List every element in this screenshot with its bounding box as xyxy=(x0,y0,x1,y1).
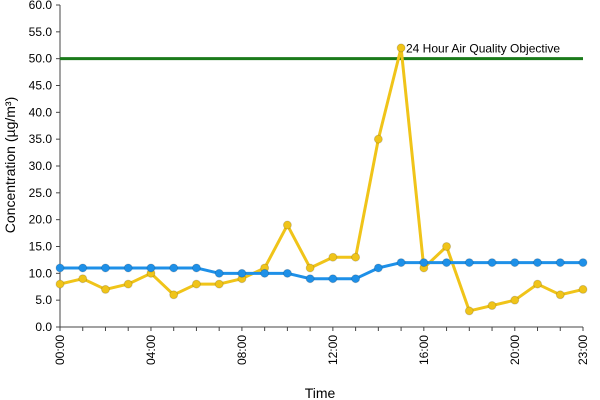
y-tick-label: 0.0 xyxy=(35,320,52,334)
series-1-point xyxy=(533,279,543,289)
y-tick-label: 40.0 xyxy=(29,105,53,119)
series-2-point xyxy=(487,258,497,268)
series-2-point xyxy=(442,258,452,268)
series-1-point xyxy=(373,134,383,144)
y-tick-label: 55.0 xyxy=(29,25,53,39)
series-2-point xyxy=(78,263,88,273)
series-2-point xyxy=(100,263,110,273)
y-tick-label: 45.0 xyxy=(29,79,53,93)
series-2-point xyxy=(214,268,224,278)
series-2-point xyxy=(464,258,474,268)
objective-label: 24 Hour Air Quality Objective xyxy=(406,42,560,56)
series-2-point xyxy=(373,263,383,273)
y-tick-label: 25.0 xyxy=(29,186,53,200)
series-2-point xyxy=(260,268,270,278)
series-2-point xyxy=(146,263,156,273)
series-1-point xyxy=(487,301,497,311)
series-layer xyxy=(55,43,588,316)
x-tick-label: 00:00 xyxy=(53,335,67,365)
series-1-line xyxy=(59,46,584,313)
series-2-point xyxy=(123,263,133,273)
series-1-point xyxy=(305,263,315,273)
series-2-point xyxy=(396,258,406,268)
series-2-point xyxy=(555,258,565,268)
series-1-point xyxy=(169,290,179,300)
x-tick-label: 12:00 xyxy=(326,335,340,365)
series-1-point xyxy=(100,284,110,294)
series-2-point xyxy=(510,258,520,268)
y-axis-title: Concentration (µg/m³) xyxy=(2,97,18,233)
series-1-point xyxy=(282,220,292,230)
series-2-point xyxy=(191,263,201,273)
series-2-point xyxy=(533,258,543,268)
series-1-point xyxy=(464,306,474,316)
series-2-point xyxy=(351,274,361,284)
series-1-point xyxy=(191,279,201,289)
series-1-point xyxy=(578,284,588,294)
y-tick-label: 30.0 xyxy=(29,159,53,173)
series-1-point xyxy=(328,252,338,262)
series-1 xyxy=(55,43,588,316)
series-1-point xyxy=(555,290,565,300)
series-1-point xyxy=(396,43,406,53)
series-2-point xyxy=(237,268,247,278)
y-tick-label: 15.0 xyxy=(29,240,53,254)
series-1-point xyxy=(351,252,361,262)
y-tick-label: 10.0 xyxy=(29,266,53,280)
y-axis: 0.0 5.0 10.0 15.0 20.0 25.0 30.0 35.0 40.0 45.0 50… xyxy=(29,0,61,334)
series-2-point xyxy=(169,263,179,273)
y-tick-label: 5.0 xyxy=(35,293,52,307)
series-2-point xyxy=(578,258,588,268)
series-2-line xyxy=(60,261,583,281)
series-2-point xyxy=(328,274,338,284)
y-tick-label: 50.0 xyxy=(29,52,53,66)
y-tick-label: 60.0 xyxy=(29,0,53,12)
series-1-point xyxy=(123,279,133,289)
series-2-point xyxy=(419,258,429,268)
series-1-point xyxy=(510,295,520,305)
series-1-point xyxy=(78,274,88,284)
series-2-point xyxy=(305,274,315,284)
series-2-point xyxy=(282,268,292,278)
y-tick-label: 20.0 xyxy=(29,213,53,227)
air-quality-objective-line: 24 Hour Air Quality Objective xyxy=(60,42,583,61)
x-axis: 00:00 04:00 08:00 12:00 16:00 20:00 23:00 xyxy=(53,326,590,365)
series-1-point xyxy=(55,279,65,289)
x-tick-label: 20:00 xyxy=(508,335,522,365)
x-tick-label: 04:00 xyxy=(144,335,158,365)
x-axis-title: Time xyxy=(305,385,336,400)
series-1-point xyxy=(442,242,452,251)
x-tick-label: 23:00 xyxy=(576,335,590,365)
series-2-point xyxy=(55,263,65,273)
x-tick-label: 08:00 xyxy=(235,335,249,365)
series-1-point xyxy=(214,279,224,289)
x-tick-label: 16:00 xyxy=(417,335,431,365)
series-2 xyxy=(55,258,588,284)
y-tick-label: 35.0 xyxy=(29,132,53,146)
